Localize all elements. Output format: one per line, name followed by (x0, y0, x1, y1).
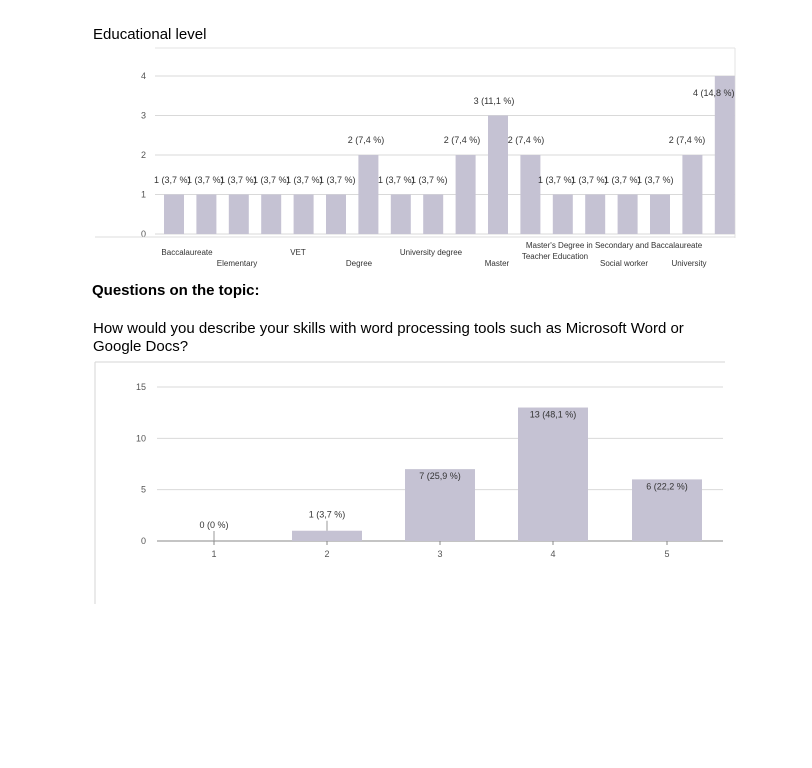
chart1-bar (650, 194, 670, 234)
chart1-category-label: University degree (400, 248, 463, 257)
chart1-bar (326, 194, 346, 234)
chart1-bar (390, 194, 411, 234)
chart1-data-label: 1 (3,7 %) (538, 175, 575, 185)
chart1-category-label: Master (485, 259, 510, 268)
chart1-bar (423, 194, 444, 234)
chart1-category-label: VET (290, 248, 306, 257)
chart1-data-label: 1 (3,7 %) (253, 175, 290, 185)
chart2-y-tick-label: 15 (136, 382, 146, 392)
section-title: Questions on the topic: (92, 282, 260, 299)
chart1-y-tick-label: 0 (141, 229, 146, 239)
question-text: How would you describe your skills with … (93, 320, 684, 355)
chart1-bar (196, 194, 217, 234)
chart1-category-label: Baccalaureate (161, 248, 213, 257)
chart1-category-label: Social worker (600, 259, 648, 268)
chart2-y-tick-label: 10 (136, 433, 146, 443)
chart1-bar (455, 155, 476, 234)
chart2-data-label: 7 (25,9 %) (419, 471, 461, 481)
chart1-bar (261, 194, 282, 234)
chart1-y-tick-label: 4 (141, 71, 146, 81)
chart1-bar (293, 194, 314, 234)
chart1-data-label: 1 (3,7 %) (286, 175, 323, 185)
chart1-bar (585, 194, 606, 234)
chart1-data-label: 2 (7,4 %) (508, 135, 545, 145)
chart1-data-label: 1 (3,7 %) (637, 175, 674, 185)
chart2-x-tick-label: 5 (664, 549, 669, 559)
chart1-data-label: 1 (3,7 %) (319, 175, 356, 185)
chart1-category-label: Teacher Education (522, 252, 588, 261)
chart1-data-label: 1 (3,7 %) (411, 175, 448, 185)
chart1-bar (714, 76, 735, 234)
chart1-data-label: 1 (3,7 %) (571, 175, 608, 185)
chart1-bar (617, 194, 638, 234)
chart2-bar (292, 530, 362, 541)
chart1-data-label: 1 (3,7 %) (220, 175, 257, 185)
chart1-bar (164, 194, 184, 234)
chart1-bar (358, 155, 379, 234)
chart2-x-tick-label: 1 (211, 549, 216, 559)
chart1-y-tick-label: 1 (141, 190, 146, 200)
chart1-category-label: Elementary (217, 259, 257, 268)
chart1-bar (520, 155, 541, 234)
chart-heading: Educational level (93, 26, 207, 43)
chart1-data-label: 2 (7,4 %) (444, 135, 481, 145)
chart1-data-label: 2 (7,4 %) (348, 135, 385, 145)
chart2-x-tick-label: 2 (324, 549, 329, 559)
chart1-bar (228, 194, 249, 234)
chart1-y-tick-label: 2 (141, 150, 146, 160)
chart1-data-label: 1 (3,7 %) (187, 175, 224, 185)
chart2-data-label: 6 (22,2 %) (646, 481, 688, 491)
chart1-category-label: Master's Degree in Secondary and Baccala… (526, 241, 703, 250)
chart2-x-tick-label: 4 (550, 549, 555, 559)
chart1-category-label: Degree (346, 259, 373, 268)
chart2-y-tick-label: 5 (141, 485, 146, 495)
chart2-x-tick-label: 3 (437, 549, 442, 559)
chart1-data-label: 1 (3,7 %) (604, 175, 641, 185)
chart1-data-label: 2 (7,4 %) (669, 135, 706, 145)
chart1-data-label: 1 (3,7 %) (378, 175, 415, 185)
chart2-data-label: 0 (0 %) (199, 520, 228, 530)
chart1-data-label: 1 (3,7 %) (154, 175, 191, 185)
chart2-data-label: 1 (3,7 %) (309, 510, 346, 520)
chart1-bar (682, 155, 703, 234)
chart1-bar (552, 194, 573, 234)
chart2-bar (405, 469, 475, 541)
chart1-data-label: 3 (11,1 %) (474, 96, 515, 106)
chart1-bar (488, 115, 508, 234)
chart1-category-label: University (671, 259, 706, 268)
chart2-bar (632, 479, 702, 541)
chart2-bar (518, 407, 588, 541)
chart2-y-tick-label: 0 (141, 536, 146, 546)
chart2-data-label: 13 (48,1 %) (530, 410, 577, 420)
chart1-y-tick-label: 3 (141, 111, 146, 121)
chart1-data-label: 4 (14,8 %) (693, 88, 735, 98)
